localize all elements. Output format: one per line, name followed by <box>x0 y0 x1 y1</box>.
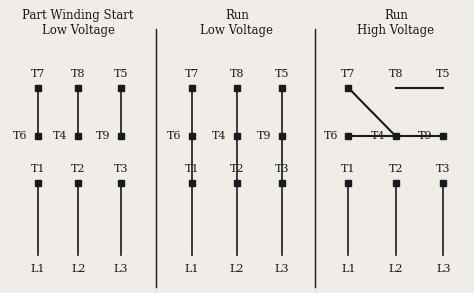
Text: L2: L2 <box>230 264 244 274</box>
Text: T1: T1 <box>185 164 199 174</box>
Text: T2: T2 <box>389 164 403 174</box>
Text: T8: T8 <box>389 69 403 79</box>
Text: T4: T4 <box>53 131 68 141</box>
Text: Run
Low Voltage: Run Low Voltage <box>201 9 273 37</box>
Text: T5: T5 <box>436 69 450 79</box>
Text: L3: L3 <box>436 264 450 274</box>
Text: L1: L1 <box>31 264 45 274</box>
Text: Run
High Voltage: Run High Voltage <box>357 9 434 37</box>
Text: T4: T4 <box>212 131 227 141</box>
Text: T6: T6 <box>323 131 338 141</box>
Text: T1: T1 <box>341 164 356 174</box>
Text: T5: T5 <box>114 69 128 79</box>
Text: T2: T2 <box>230 164 244 174</box>
Text: Part Winding Start
Low Voltage: Part Winding Start Low Voltage <box>22 9 134 37</box>
Text: T9: T9 <box>257 131 272 141</box>
Text: T3: T3 <box>114 164 128 174</box>
Text: T6: T6 <box>167 131 182 141</box>
Text: T8: T8 <box>230 69 244 79</box>
Text: T7: T7 <box>31 69 45 79</box>
Text: T3: T3 <box>436 164 450 174</box>
Text: T2: T2 <box>71 164 85 174</box>
Text: T9: T9 <box>96 131 110 141</box>
Text: T7: T7 <box>185 69 199 79</box>
Text: T7: T7 <box>341 69 356 79</box>
Text: L3: L3 <box>114 264 128 274</box>
Text: T1: T1 <box>31 164 45 174</box>
Text: L2: L2 <box>389 264 403 274</box>
Text: L2: L2 <box>71 264 85 274</box>
Text: T9: T9 <box>418 131 433 141</box>
Text: T3: T3 <box>275 164 289 174</box>
Text: L3: L3 <box>275 264 289 274</box>
Text: L1: L1 <box>341 264 356 274</box>
Text: T6: T6 <box>13 131 27 141</box>
Text: L1: L1 <box>185 264 199 274</box>
Text: T5: T5 <box>275 69 289 79</box>
Text: T8: T8 <box>71 69 85 79</box>
Text: T4: T4 <box>371 131 385 141</box>
